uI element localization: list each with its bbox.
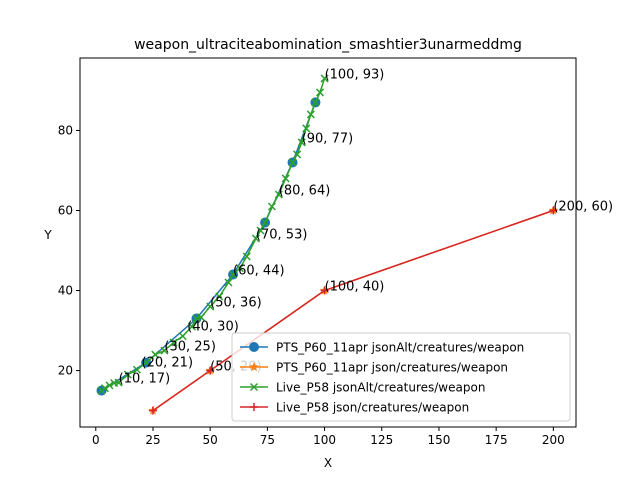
data-point <box>549 206 558 215</box>
data-point <box>160 346 169 355</box>
legend-label: PTS_P60_11apr json/creatures/weapon <box>276 361 508 375</box>
axes: 0 25 50 75 100 125 150 175 200 20 40 60 80 <box>58 57 577 447</box>
data-label: (30, 25) <box>164 340 216 355</box>
data-point <box>196 313 206 322</box>
annotation-layer: (10, 17)(20, 21)(30, 25) (40, 30) (50, 36)… <box>119 67 613 386</box>
data-point <box>206 366 215 375</box>
data-point <box>251 234 260 243</box>
legend-swatch-marker <box>250 403 258 411</box>
data-point <box>288 158 297 167</box>
y-tick-label: 20 <box>58 364 73 378</box>
x-tick-label: 75 <box>260 433 275 447</box>
data-label: (10, 17) <box>119 372 171 387</box>
data-point <box>178 332 187 341</box>
data-label: (80, 64) <box>279 183 331 198</box>
data-point <box>261 218 270 227</box>
data-point <box>281 174 290 183</box>
data-label: (90, 77) <box>302 131 354 146</box>
data-point <box>169 338 178 347</box>
legend-item: Live_P58 json/creatures/weapon <box>240 401 469 415</box>
x-tick-label: 150 <box>428 433 451 447</box>
data-point <box>187 322 196 331</box>
data-point <box>235 264 244 273</box>
data-point <box>306 110 315 119</box>
series-line <box>152 209 554 412</box>
legend-frame <box>231 332 571 422</box>
data-point <box>114 378 123 387</box>
y-axis-label: Y <box>43 228 52 242</box>
data-point <box>148 406 157 415</box>
data-point <box>224 278 233 287</box>
data-point <box>320 74 329 83</box>
data-point <box>215 292 224 301</box>
y-tick-label: 60 <box>58 203 73 217</box>
data-point <box>297 138 306 147</box>
data-label: (20, 21) <box>142 356 194 371</box>
legend-swatch-marker <box>249 342 259 352</box>
x-tick-label: 125 <box>370 433 393 447</box>
data-point <box>256 226 265 235</box>
series-3 <box>148 206 558 415</box>
data-point <box>274 190 283 199</box>
series-layer <box>96 74 559 415</box>
x-tick-label: 25 <box>145 433 160 447</box>
data-label: (70, 53) <box>256 227 308 242</box>
x-tick-label: 200 <box>542 433 565 447</box>
data-point <box>151 350 160 359</box>
data-point <box>100 384 109 393</box>
data-label: (100, 40) <box>325 280 385 295</box>
legend-label: PTS_P60_11apr jsonAlt/creatures/weapon <box>276 341 524 355</box>
data-label: (60, 44) <box>233 264 285 279</box>
x-tick-label: 0 <box>92 433 100 447</box>
data-point <box>105 381 114 390</box>
data-label: (50, 36) <box>210 296 262 311</box>
y-tick-label: 40 <box>58 284 73 298</box>
x-axis-label: X <box>324 456 332 470</box>
legend-swatch-marker <box>249 382 259 392</box>
data-label: (40, 30) <box>187 320 239 335</box>
data-point <box>302 124 311 133</box>
legend-label: Live_P58 jsonAlt/creatures/weapon <box>276 381 485 395</box>
data-point <box>315 88 325 97</box>
data-point <box>267 202 276 211</box>
data-point <box>293 150 302 159</box>
y-tick-label: 80 <box>58 123 73 137</box>
data-label: (200, 60) <box>553 199 613 214</box>
legend: PTS_P60_11apr jsonAlt/creatures/weapon PT… <box>231 332 571 422</box>
data-point <box>311 98 320 107</box>
data-point <box>123 370 132 379</box>
x-tick-label: 175 <box>485 433 508 447</box>
data-point <box>229 270 238 279</box>
x-tick-label: 50 <box>203 433 218 447</box>
data-label: (100, 93) <box>325 67 385 82</box>
data-point <box>206 302 215 311</box>
plot-frame <box>79 57 577 428</box>
legend-label: Live_P58 json/creatures/weapon <box>276 401 469 415</box>
data-point <box>242 252 251 261</box>
series-2 <box>97 74 329 395</box>
legend-swatch-marker <box>249 361 259 372</box>
legend-item: Live_P58 jsonAlt/creatures/weapon <box>240 381 485 395</box>
chart-title: weapon_ultraciteabomination_smashtier3un… <box>134 37 522 53</box>
legend-item: PTS_P60_11apr json/creatures/weapon <box>240 361 508 375</box>
data-point <box>132 365 141 374</box>
legend-item: PTS_P60_11apr jsonAlt/creatures/weapon <box>240 341 524 355</box>
data-point <box>142 358 151 367</box>
x-tick-label: 100 <box>313 433 336 447</box>
data-point <box>192 314 201 323</box>
data-point <box>320 286 329 295</box>
